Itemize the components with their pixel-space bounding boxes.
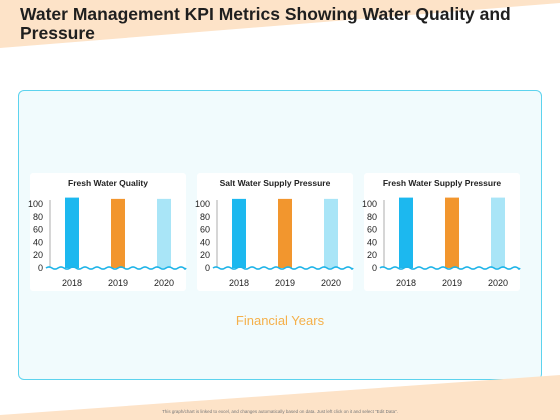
- chart-title: Fresh Water Supply Pressure: [382, 178, 502, 188]
- x-tick-label: 2019: [108, 278, 128, 288]
- wave-baseline: [379, 266, 521, 270]
- bar-2019: [278, 198, 292, 268]
- bar-2020: [491, 197, 505, 268]
- x-tick-label: 2020: [154, 278, 174, 288]
- y-tick-label: 20: [367, 250, 377, 260]
- chart-svg: 0 20 40 60 80 100 2018 2019 2020: [362, 197, 521, 288]
- wave-baseline: [212, 266, 354, 270]
- y-tick-label: 40: [200, 237, 210, 247]
- y-tick-label: 20: [33, 250, 43, 260]
- chart-svg: 0 20 40 60 80 100 2018 2019 2020: [195, 198, 354, 288]
- x-tick-label: 2018: [396, 278, 416, 288]
- chart-fresh-water-supply-pressure: Fresh Water Supply Pressure 0 20 40 60 80 100…: [362, 173, 521, 291]
- y-tick-label: 0: [205, 263, 210, 273]
- x-tick-label: 2019: [275, 278, 295, 288]
- y-tick-label: 80: [33, 212, 43, 222]
- chart-salt-water-supply-pressure: Salt Water Supply Pressure 0 20 40 60 80 100 2…: [195, 173, 354, 291]
- bar-2018: [65, 197, 79, 268]
- x-tick-label: 2019: [442, 278, 462, 288]
- chart-svg: 0 20 40 60 80 100 2018 2019 2020: [28, 197, 187, 288]
- y-tick-label: 100: [362, 199, 377, 209]
- bar-2020: [324, 198, 338, 268]
- chart-title: Fresh Water Quality: [68, 178, 148, 188]
- bar-2019: [111, 198, 125, 268]
- x-tick-label: 2020: [488, 278, 508, 288]
- x-tick-label: 2018: [229, 278, 249, 288]
- x-axis-caption: Financial Years: [235, 313, 325, 328]
- bar-2018: [399, 197, 413, 268]
- y-tick-label: 80: [367, 212, 377, 222]
- y-tick-label: 60: [33, 225, 43, 235]
- x-tick-label: 2020: [321, 278, 341, 288]
- y-tick-label: 20: [200, 250, 210, 260]
- y-tick-label: 40: [33, 237, 43, 247]
- y-tick-label: 60: [367, 225, 377, 235]
- y-tick-label: 100: [28, 199, 43, 209]
- y-tick-label: 100: [195, 199, 210, 209]
- y-tick-label: 60: [200, 225, 210, 235]
- chart-title: Salt Water Supply Pressure: [219, 178, 331, 188]
- footnote: This graph/chart is linked to excel, and…: [162, 409, 398, 414]
- y-tick-label: 0: [372, 263, 377, 273]
- y-tick-label: 40: [367, 237, 377, 247]
- bar-2019: [445, 197, 459, 268]
- page-title: Water Management KPI Metrics Showing Wat…: [20, 4, 511, 43]
- bar-2018: [232, 198, 246, 268]
- chart-fresh-water-quality: Fresh Water Quality 0 20 40 60 80 100 2018 2019…: [28, 173, 187, 291]
- y-tick-label: 80: [200, 212, 210, 222]
- bar-2020: [157, 198, 171, 268]
- x-tick-label: 2018: [62, 278, 82, 288]
- y-tick-label: 0: [38, 263, 43, 273]
- wave-baseline: [45, 266, 187, 270]
